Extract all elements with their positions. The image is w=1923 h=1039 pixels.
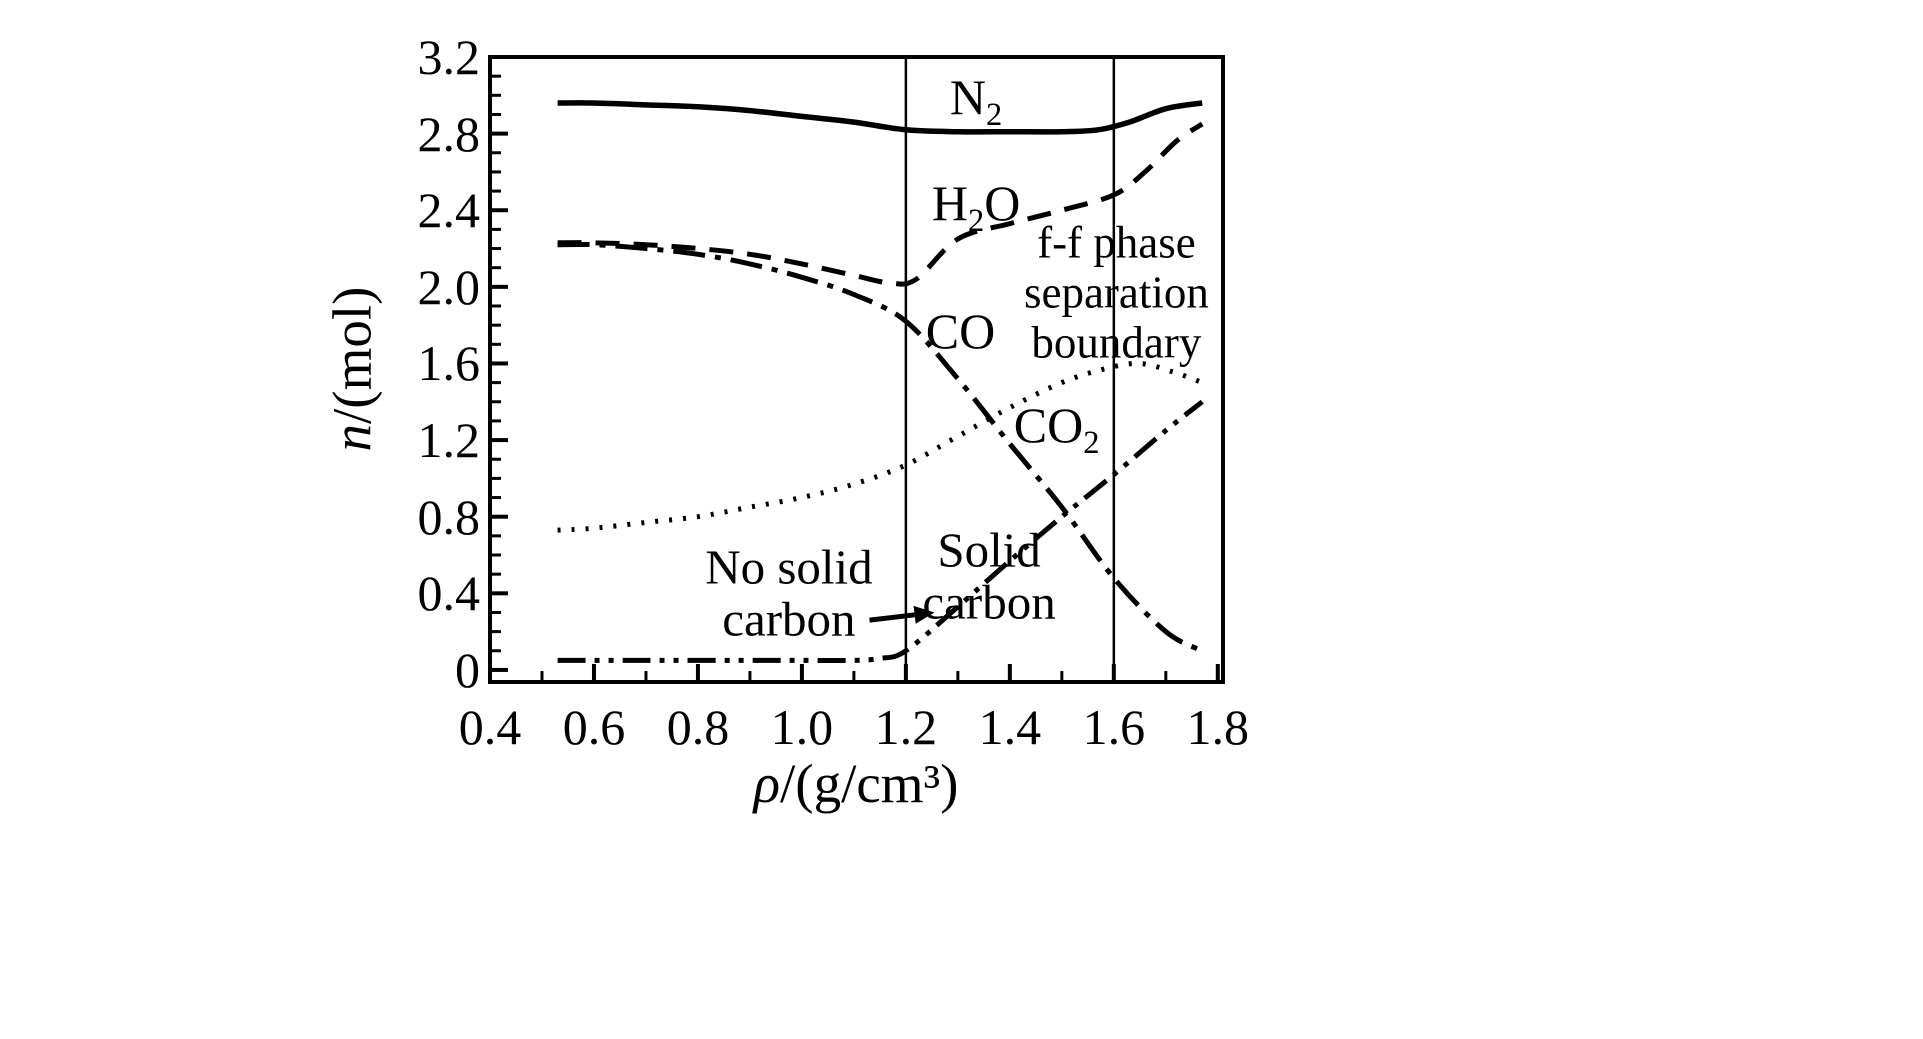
y-tick-label: 2.0 — [417, 258, 481, 315]
x-tick-label: 1.4 — [978, 699, 1042, 755]
series-h2o — [557, 121, 1204, 287]
x-tick-label: 1.8 — [1186, 699, 1250, 755]
y-axis-title: n/(mol) — [321, 287, 384, 452]
series-co2 — [557, 360, 1204, 533]
label-n2: N2 — [949, 68, 1003, 133]
x-axis-symbol: ρ — [753, 753, 781, 814]
y-tick-label: 0.8 — [417, 488, 481, 545]
label-solid-carbon: Solid carbon — [922, 522, 1056, 630]
x-axis-units: /(g/cm³) — [780, 753, 959, 814]
label-no-solid-carbon: No solid carbon — [705, 539, 873, 647]
y-tick-label: 0.4 — [417, 565, 481, 622]
x-tick-label: 1.0 — [770, 699, 834, 755]
x-axis-title: ρ/(g/cm³) — [754, 752, 959, 815]
series-solid-carbon — [557, 399, 1204, 664]
label-co2: CO2 — [1013, 396, 1100, 461]
series-co — [557, 241, 1204, 654]
label-co: CO — [925, 302, 996, 359]
y-tick-label: 1.2 — [417, 412, 481, 469]
y-tick-label: 3.2 — [417, 29, 481, 85]
annotation-arrow-head — [913, 605, 935, 624]
x-tick-label: 1.2 — [874, 699, 938, 755]
x-tick-label: 0.6 — [562, 699, 626, 755]
label-ff-boundary: f-f phase separation boundary — [1023, 217, 1209, 368]
y-tick-label: 0 — [455, 641, 480, 698]
y-axis-symbol: n — [321, 423, 383, 452]
label-h2o: H2O — [931, 174, 1021, 239]
series-n2 — [557, 100, 1203, 135]
x-tick-label: 1.6 — [1082, 699, 1146, 755]
x-tick-label: 0.8 — [666, 699, 730, 755]
plot-frame — [488, 55, 1225, 684]
y-tick-label: 1.6 — [417, 335, 481, 392]
y-tick-label: 2.8 — [417, 105, 481, 162]
annotation-arrow — [869, 612, 915, 623]
y-tick-label: 2.4 — [417, 182, 481, 239]
x-tick-label: 0.4 — [458, 699, 522, 755]
y-axis-units: /(mol) — [321, 286, 383, 424]
